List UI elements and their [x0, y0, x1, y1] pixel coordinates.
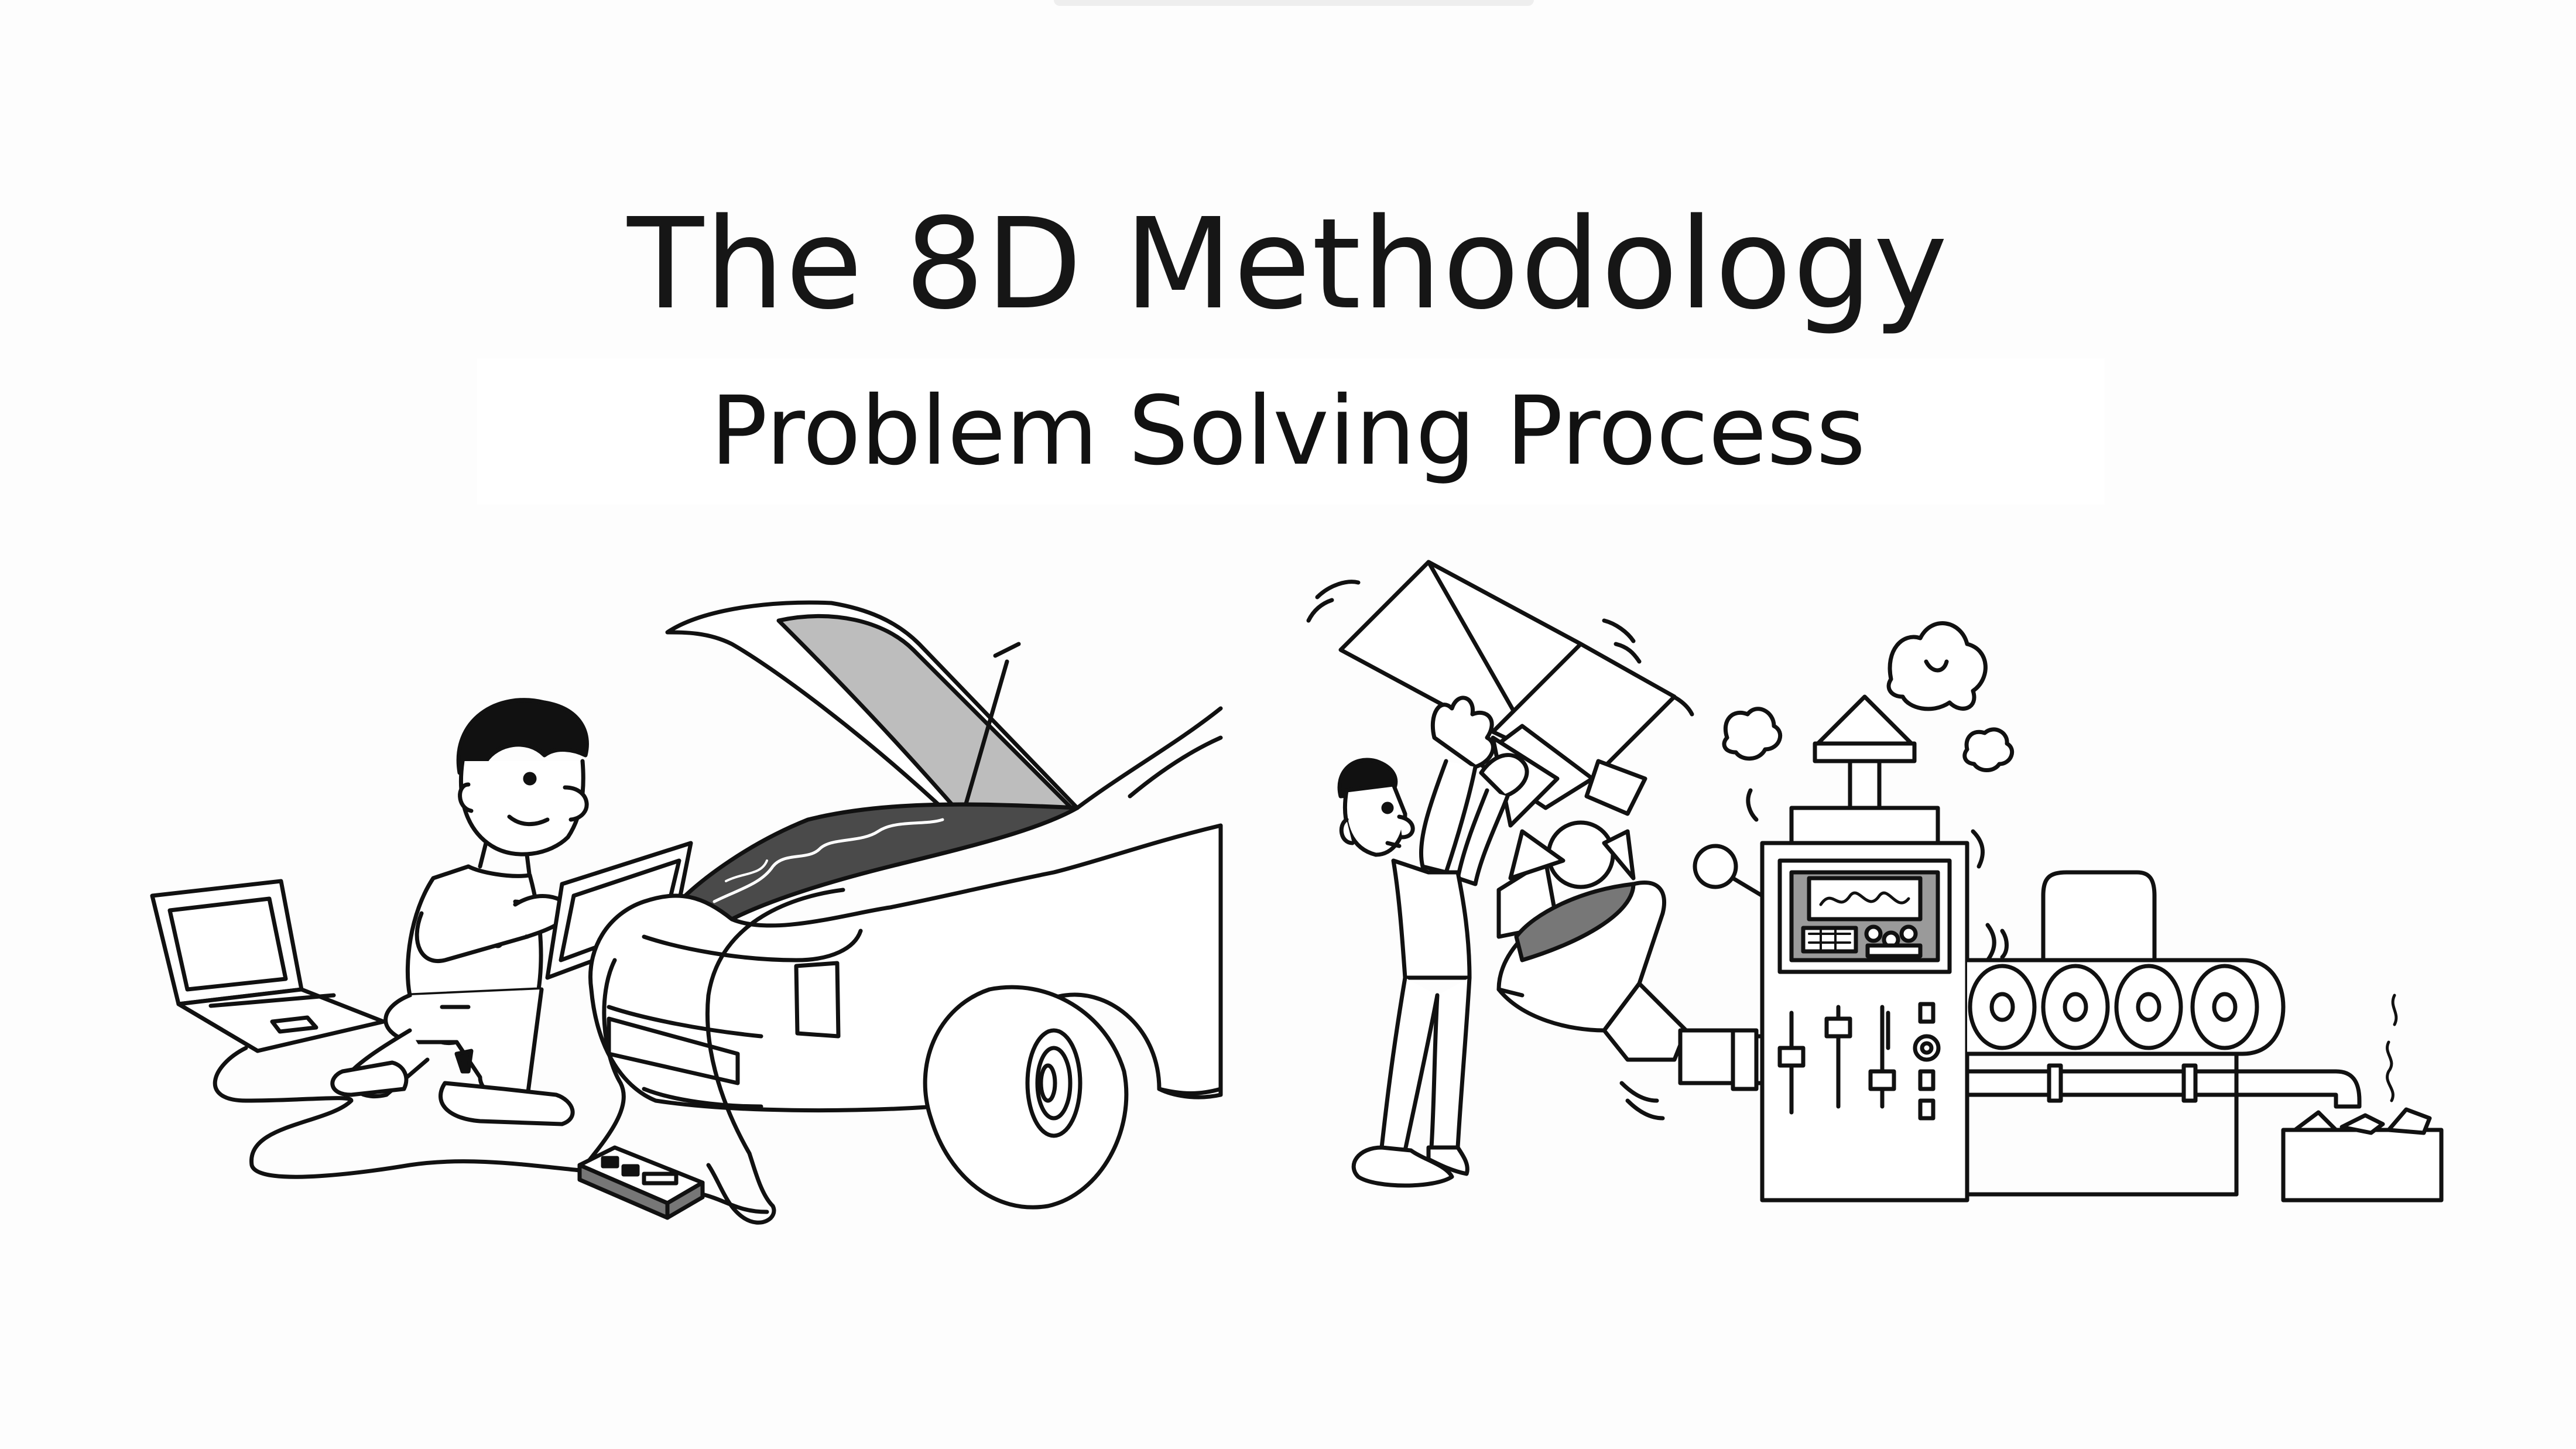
diagnostic-scanner-icon: [577, 1145, 769, 1220]
car-illustration: [583, 600, 1223, 1225]
hopper-icon: [1496, 880, 1688, 1121]
mechanic-figure: [330, 698, 589, 1126]
worker-figure: [1337, 696, 1529, 1188]
output-bin: [2281, 1107, 2444, 1203]
slide-title: The 8D Methodology: [627, 191, 1949, 337]
control-cabinet: [1693, 694, 1969, 1203]
smoke-puffs: [1722, 621, 2015, 962]
subtitle-band: [477, 358, 2105, 505]
top-edge-bar: [1054, 0, 1534, 6]
falling-shapes: [1491, 735, 1647, 939]
conveyor-belt: [1965, 958, 2362, 1197]
steam-wisp: [2386, 994, 2398, 1102]
slide-subtitle: Problem Solving Process: [710, 376, 1866, 487]
product-box: [2041, 870, 2157, 962]
laptop-cable: [213, 1046, 588, 1179]
laptop-icon: [150, 879, 386, 1053]
